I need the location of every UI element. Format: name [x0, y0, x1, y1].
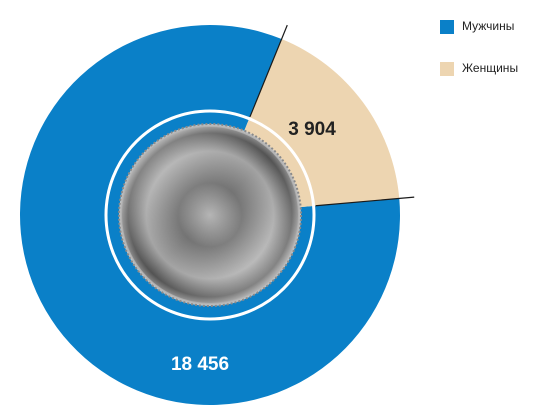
- overlay: 18 456 3 904 Мужчины Женщины: [171, 19, 518, 375]
- value-label: 3 904: [288, 119, 336, 140]
- legend-label: Женщины: [462, 61, 518, 75]
- legend-label: Мужчины: [462, 19, 514, 33]
- metal-sheen: [122, 127, 298, 303]
- slice-divider: [315, 196, 415, 207]
- legend-swatch: [440, 62, 454, 76]
- slice-divider: [249, 24, 288, 118]
- inner-ring: [104, 109, 316, 321]
- value-label: 18 456: [171, 354, 229, 375]
- legend-swatch: [440, 20, 454, 34]
